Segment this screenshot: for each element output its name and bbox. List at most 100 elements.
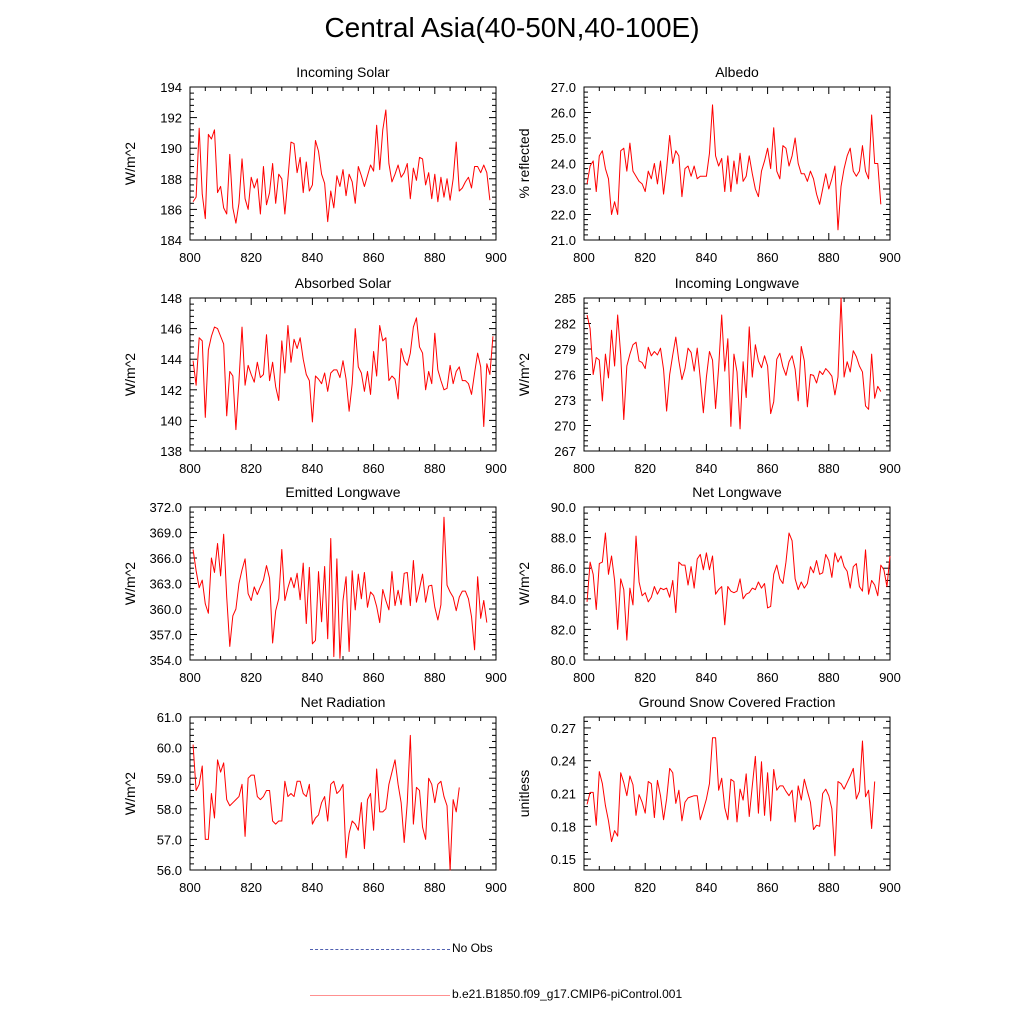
y-tick-label: 372.0 — [149, 500, 182, 515]
panel-absorbed-solar: Absorbed Solar W/m^2 800 820 840 860 880 900 138… — [122, 275, 507, 476]
x-tick-label: 820 — [240, 670, 262, 685]
y-tick-label: 148 — [160, 291, 182, 306]
x-tick-label: 860 — [363, 250, 385, 265]
y-tick-label: 86.0 — [551, 561, 576, 576]
x-tick-label: 840 — [302, 461, 324, 476]
y-tick-label: 26.0 — [551, 106, 576, 121]
x-tick-label: 900 — [879, 880, 901, 895]
y-axis-label: % reflected — [516, 128, 532, 198]
y-tick-label: 80.0 — [551, 653, 576, 668]
panel-title: Incoming Longwave — [675, 275, 800, 291]
x-tick-label: 840 — [696, 670, 718, 685]
y-tick-label: 190 — [160, 141, 182, 156]
panel-emitted-longwave: Emitted Longwave W/m^2 800 820 840 860 880 900 3… — [122, 484, 507, 685]
x-tick-label: 820 — [634, 461, 656, 476]
x-tick-label: 900 — [485, 880, 507, 895]
panel-incoming-longwave: Incoming Longwave W/m^2 800 820 840 860 880 900… — [516, 275, 901, 476]
plot-frame — [189, 506, 497, 661]
x-tick-label: 820 — [240, 250, 262, 265]
legend-model-label: b.e21.B1850.f09_g17.CMIP6-piControl.001 — [452, 987, 683, 1001]
panel-title: Net Radiation — [301, 694, 386, 710]
y-tick-label: 194 — [160, 80, 182, 95]
y-tick-label: 0.27 — [551, 721, 576, 736]
y-tick-label: 23.0 — [551, 182, 576, 197]
x-tick-label: 880 — [818, 880, 840, 895]
panel-albedo: Albedo % reflected 800 820 840 860 880 900 21.0 2… — [516, 64, 901, 265]
panel-title: Absorbed Solar — [295, 275, 392, 291]
y-tick-label: 21.0 — [551, 233, 576, 248]
panel-incoming-solar: Incoming Solar W/m^2 800 820 840 860 880 900 184… — [122, 64, 507, 265]
y-tick-label: 363.0 — [149, 577, 182, 592]
legend-obs-line — [310, 949, 450, 950]
y-tick-label: 142 — [160, 383, 182, 398]
x-tick-label: 860 — [757, 670, 779, 685]
y-tick-label: 0.15 — [551, 852, 576, 867]
x-tick-label: 860 — [363, 461, 385, 476]
plot-frame — [583, 716, 891, 871]
x-tick-label: 840 — [302, 670, 324, 685]
y-tick-label: 357.0 — [149, 628, 182, 643]
series-line — [586, 532, 891, 641]
panel-net-longwave: Net Longwave W/m^2 800 820 840 860 880 900 80.0 8… — [516, 484, 901, 685]
y-tick-label: 188 — [160, 172, 182, 187]
x-tick-label: 900 — [485, 250, 507, 265]
y-axis-label: W/m^2 — [122, 562, 138, 605]
x-tick-label: 880 — [424, 670, 446, 685]
panel-title: Net Longwave — [692, 484, 782, 500]
panel-title: Incoming Solar — [296, 64, 390, 80]
panel-title: Emitted Longwave — [285, 484, 400, 500]
x-tick-label: 840 — [302, 250, 324, 265]
series-line — [192, 734, 460, 871]
x-tick-label: 800 — [573, 250, 595, 265]
x-tick-label: 860 — [363, 880, 385, 895]
x-tick-label: 800 — [179, 250, 201, 265]
plot-frame — [583, 506, 891, 661]
y-axis-label: unitless — [516, 770, 532, 817]
y-tick-label: 0.18 — [551, 819, 576, 834]
x-tick-label: 840 — [696, 461, 718, 476]
plot-frame — [583, 86, 891, 241]
y-axis-label: W/m^2 — [122, 772, 138, 815]
y-tick-label: 24.0 — [551, 157, 576, 172]
x-tick-label: 860 — [757, 880, 779, 895]
y-tick-label: 144 — [160, 352, 182, 367]
y-tick-label: 61.0 — [157, 710, 182, 725]
x-tick-label: 900 — [485, 461, 507, 476]
x-tick-label: 820 — [240, 461, 262, 476]
y-tick-label: 60.0 — [157, 741, 182, 756]
x-tick-label: 800 — [179, 461, 201, 476]
y-tick-label: 90.0 — [551, 500, 576, 515]
y-tick-label: 0.24 — [551, 754, 576, 769]
x-tick-label: 880 — [818, 670, 840, 685]
y-tick-label: 22.0 — [551, 208, 576, 223]
y-tick-label: 184 — [160, 233, 182, 248]
x-tick-label: 880 — [424, 250, 446, 265]
y-tick-label: 0.21 — [551, 787, 576, 802]
y-tick-label: 58.0 — [157, 802, 182, 817]
y-tick-label: 276 — [554, 368, 576, 383]
x-tick-label: 880 — [818, 461, 840, 476]
x-tick-label: 860 — [757, 461, 779, 476]
x-tick-label: 820 — [634, 670, 656, 685]
panel-title: Ground Snow Covered Fraction — [639, 694, 836, 710]
page-title: Central Asia(40-50N,40-100E) — [324, 12, 700, 43]
x-tick-label: 820 — [634, 880, 656, 895]
x-tick-label: 840 — [696, 250, 718, 265]
x-tick-label: 880 — [424, 461, 446, 476]
x-tick-label: 880 — [818, 250, 840, 265]
y-tick-label: 57.0 — [157, 832, 182, 847]
series-line — [192, 516, 488, 659]
x-tick-label: 800 — [179, 880, 201, 895]
x-tick-label: 860 — [363, 670, 385, 685]
x-tick-label: 840 — [696, 880, 718, 895]
y-tick-label: 270 — [554, 419, 576, 434]
x-tick-label: 820 — [240, 880, 262, 895]
x-tick-label: 800 — [179, 670, 201, 685]
x-tick-label: 800 — [573, 461, 595, 476]
y-tick-label: 82.0 — [551, 622, 576, 637]
y-tick-label: 25.0 — [551, 131, 576, 146]
x-tick-label: 900 — [485, 670, 507, 685]
x-tick-label: 860 — [757, 250, 779, 265]
x-tick-label: 900 — [879, 461, 901, 476]
